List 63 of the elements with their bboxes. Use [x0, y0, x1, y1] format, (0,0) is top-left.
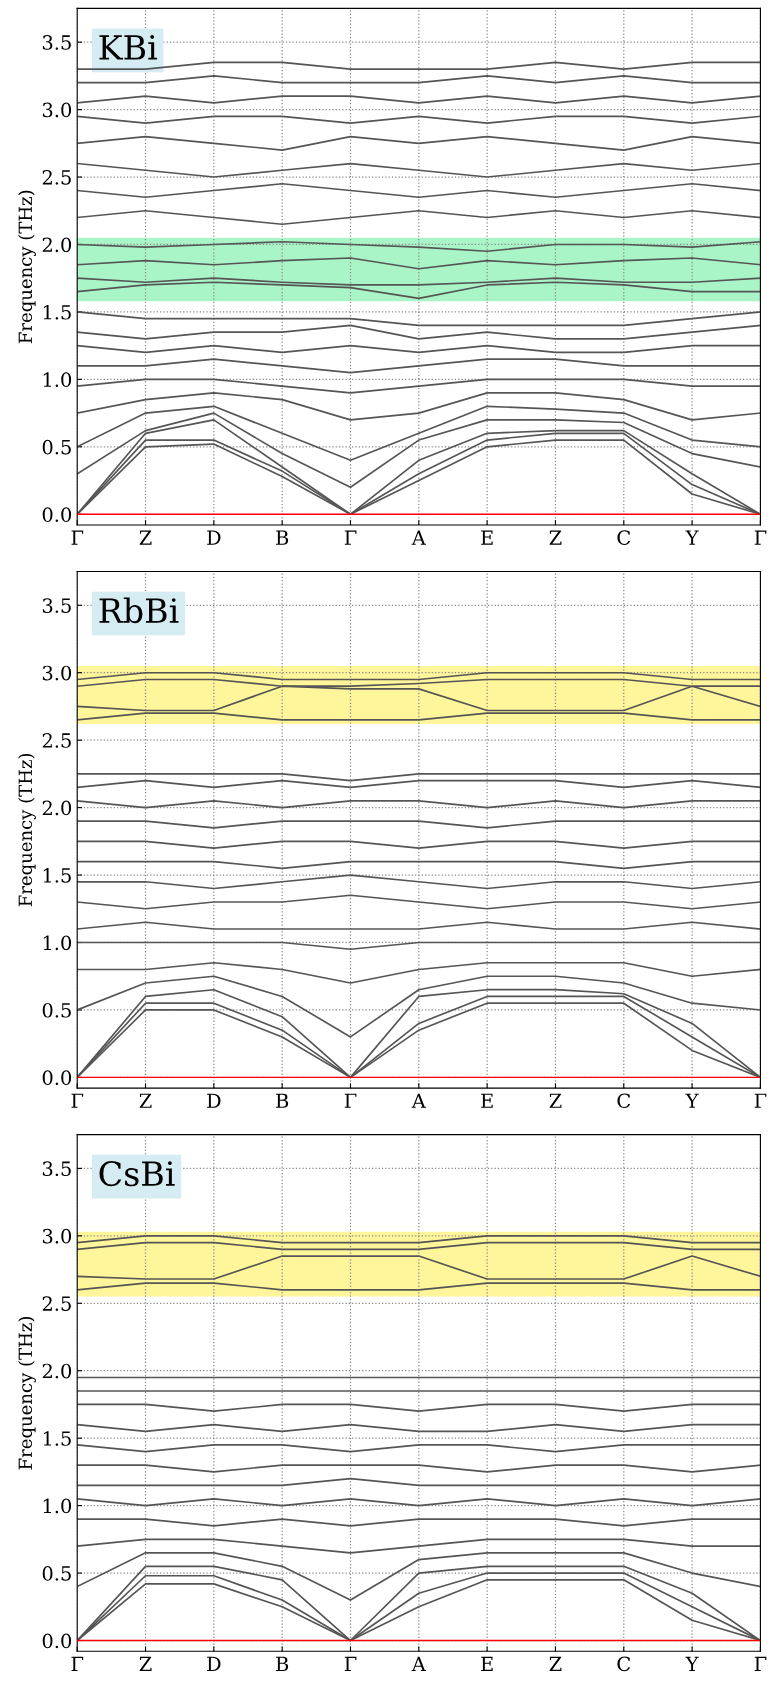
- x-tick-label: E: [481, 530, 493, 545]
- y-axis-title: Frequency (THz): [18, 753, 36, 907]
- y-tick-label: 3.5: [42, 35, 71, 50]
- y-tick-label: 0.5: [42, 1566, 71, 1581]
- x-tick-label: Γ: [71, 1093, 84, 1108]
- x-tick-label: D: [207, 1093, 221, 1108]
- x-tick-label: Z: [139, 1656, 152, 1671]
- x-tick-label: E: [481, 1656, 493, 1671]
- y-tick-label: 2.0: [42, 800, 72, 816]
- x-tick-label: C: [617, 530, 631, 545]
- y-tick-label: 1.0: [43, 372, 72, 388]
- x-tick-label: D: [207, 1656, 221, 1671]
- x-tick-label: Z: [549, 1656, 562, 1671]
- x-tick-label: B: [276, 1093, 289, 1108]
- x-tick-label: A: [411, 1656, 427, 1671]
- y-tick-label: 2.5: [42, 1296, 71, 1311]
- x-tick-label: A: [411, 1093, 427, 1108]
- y-tick-label: 2.0: [42, 237, 72, 253]
- y-tick-label: 1.0: [43, 935, 72, 951]
- x-tick-label: D: [207, 530, 221, 545]
- y-tick-label: 1.5: [43, 1431, 71, 1446]
- y-tick-label: 3.0: [42, 665, 72, 681]
- y-tick-label: 0.5: [42, 439, 71, 455]
- x-tick-label: C: [617, 1656, 631, 1672]
- x-tick-label: Γ: [344, 1093, 357, 1108]
- y-tick-label: 2.5: [42, 169, 71, 185]
- annotation: RbBi: [99, 597, 179, 624]
- x-tick-label: Γ: [754, 1093, 767, 1108]
- x-tick-label: Γ: [71, 530, 84, 545]
- y-tick-label: 1.5: [43, 304, 71, 320]
- x-tick-label: Γ: [344, 530, 357, 545]
- x-tick-label: E: [481, 1093, 493, 1108]
- annotation: CsBi: [99, 1161, 175, 1187]
- x-tick-label: Z: [549, 1093, 562, 1108]
- x-tick-label: Y: [685, 530, 699, 545]
- y-tick-label: 0.0: [42, 1633, 72, 1649]
- y-tick-label: 1.5: [43, 868, 71, 883]
- x-tick-label: Z: [139, 530, 152, 545]
- annotation: KBi: [99, 35, 157, 60]
- x-tick-label: B: [276, 530, 289, 545]
- x-tick-label: Γ: [344, 1656, 357, 1671]
- x-tick-label: Γ: [754, 1656, 767, 1671]
- x-tick-label: Y: [685, 1093, 699, 1108]
- x-tick-label: Γ: [71, 1656, 84, 1671]
- y-tick-label: 0.5: [42, 1002, 71, 1018]
- x-tick-label: Γ: [754, 530, 767, 545]
- y-tick-label: 2.5: [42, 733, 71, 748]
- x-tick-label: Z: [549, 530, 562, 545]
- x-tick-label: C: [617, 1093, 631, 1109]
- x-tick-label: B: [276, 1656, 289, 1671]
- x-tick-label: A: [411, 530, 427, 545]
- y-tick-label: 3.0: [42, 1228, 72, 1244]
- y-tick-label: 3.0: [42, 102, 72, 118]
- y-tick-label: 1.0: [43, 1498, 72, 1514]
- y-tick-label: 0.0: [42, 507, 72, 522]
- x-tick-label: Z: [139, 1093, 152, 1108]
- y-tick-label: 2.0: [42, 1363, 72, 1379]
- y-tick-label: 0.0: [42, 1070, 72, 1086]
- y-tick-label: 3.5: [42, 1161, 71, 1177]
- y-tick-label: 3.5: [42, 598, 71, 613]
- x-tick-label: Y: [685, 1656, 699, 1671]
- y-axis-title: Frequency (THz): [18, 190, 36, 344]
- y-axis-title: Frequency (THz): [18, 1317, 36, 1470]
